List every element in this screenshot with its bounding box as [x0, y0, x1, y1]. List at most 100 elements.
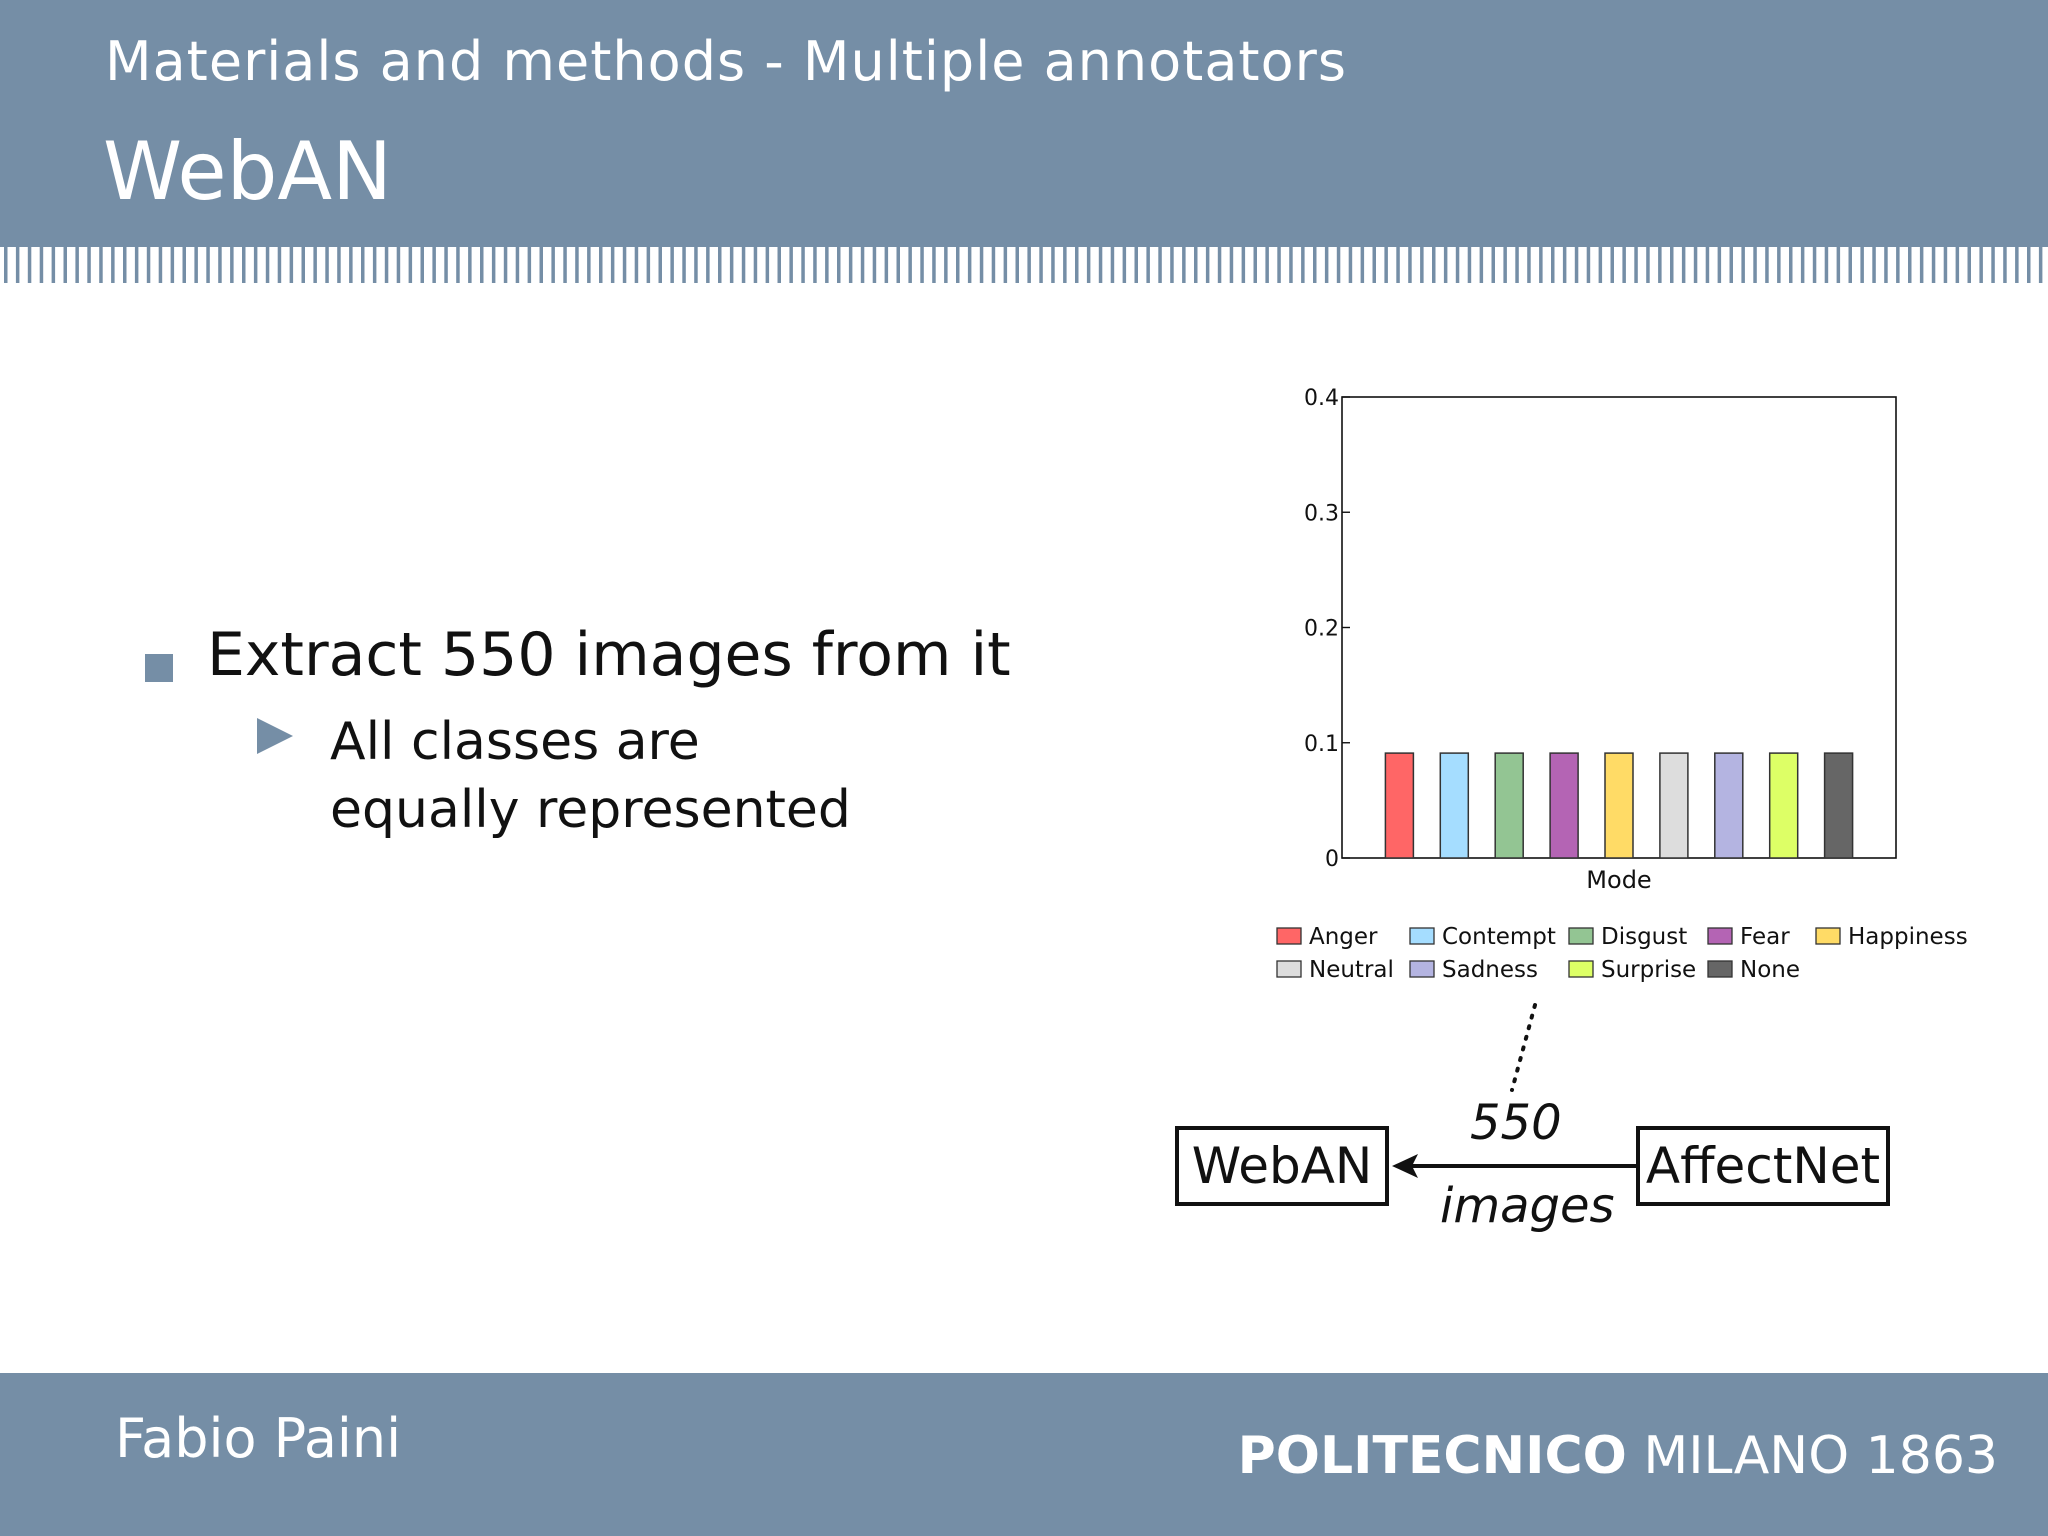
header-tick: [1634, 247, 1638, 283]
header-tick: [1824, 247, 1829, 283]
diagram-count-label: 550: [1470, 1095, 1562, 1151]
y-tick-label: 0: [1325, 847, 1339, 872]
header-tick: [27, 247, 32, 283]
header-tick: [420, 247, 424, 283]
header-tick: [1372, 247, 1376, 283]
header-tick: [1765, 247, 1769, 283]
header-tick: [1146, 247, 1150, 283]
header-tick: [1360, 247, 1365, 283]
header-tick: [1205, 247, 1210, 283]
header-tick: [658, 247, 662, 283]
header-tick: [670, 247, 674, 283]
section-title: Materials and methods - Multiple annotat…: [105, 30, 1347, 93]
header-tick: [1086, 247, 1091, 283]
legend-label: Neutral: [1309, 957, 1394, 983]
header-tick: [837, 247, 841, 283]
header-tick: [1455, 247, 1460, 283]
header-tick: [932, 247, 936, 283]
author-name: Fabio Paini: [115, 1407, 402, 1470]
header-tick: [1860, 247, 1864, 283]
header-tick: [944, 247, 948, 283]
header-tick: [1051, 247, 1055, 283]
header-tick: [1931, 247, 1936, 283]
header-tick: [301, 247, 305, 283]
header-tick: [39, 247, 44, 283]
legend-label: Sadness: [1442, 957, 1538, 983]
header-tick: [1348, 247, 1353, 283]
header-tick: [2038, 247, 2043, 283]
header-tick: [51, 247, 56, 283]
header-tick: [1610, 247, 1614, 283]
legend-swatch: [1707, 960, 1733, 978]
header-tick: [1753, 247, 1757, 283]
legend-swatch: [1568, 927, 1594, 945]
header-tick: [1063, 247, 1067, 283]
header-tick: [396, 247, 401, 283]
slide-title: WebAN: [103, 125, 392, 218]
header-tick: [1182, 247, 1186, 283]
header-tick: [1729, 247, 1733, 283]
diagram-arrow-head: [1392, 1154, 1418, 1178]
legend-label: Disgust: [1601, 924, 1687, 950]
header-tick: [1681, 247, 1686, 283]
diagram-node-affectnet: AffectNet: [1636, 1126, 1890, 1206]
header-tick: [75, 247, 79, 283]
header-tick: [599, 247, 603, 283]
bar: [1384, 752, 1415, 859]
connector-dotted-line: [1510, 1003, 1537, 1092]
header-tick: [1539, 247, 1543, 283]
legend-swatch: [1815, 927, 1841, 945]
header-tick: [1991, 247, 1995, 283]
institution-bold: POLITECNICO: [1237, 1426, 1627, 1486]
header-tick: [1979, 247, 1983, 283]
header-tick: [1800, 247, 1805, 283]
slide-footer: Fabio Paini POLITECNICO MILANO 1863: [0, 1373, 2048, 1536]
header-tick: [1075, 247, 1079, 283]
header-tick: [1420, 247, 1424, 283]
header-tick: [1194, 247, 1198, 283]
plot-frame: [1341, 396, 1897, 859]
header-tick: [1896, 247, 1900, 283]
header-tick: [753, 247, 758, 283]
slide-header: Materials and methods - Multiple annotat…: [0, 0, 2048, 247]
y-tick-label: 0.1: [1304, 732, 1339, 757]
header-tick: [1479, 247, 1484, 283]
header-tick: [182, 247, 186, 283]
legend-swatch: [1276, 960, 1302, 978]
header-tick: [1158, 247, 1162, 283]
header-tick: [242, 247, 246, 283]
header-tick: [1777, 247, 1781, 283]
header-tick: [349, 247, 353, 283]
header-tick: [956, 247, 960, 283]
header-tick: [1943, 247, 1948, 283]
header-tick: [1443, 247, 1448, 283]
header-tick: [277, 247, 282, 283]
header-tick: [777, 247, 781, 283]
header-tick: [503, 247, 508, 283]
legend-swatch: [1409, 960, 1435, 978]
header-tick: [813, 247, 817, 283]
legend-label: Surprise: [1601, 957, 1696, 983]
header-tick: [1503, 247, 1507, 283]
header-tick: [1301, 247, 1305, 283]
header-tick: [1039, 247, 1043, 283]
header-tick: [480, 247, 484, 283]
header-tick: [1562, 247, 1567, 283]
y-tick-label: 0.2: [1304, 617, 1339, 642]
header-tick: [1884, 247, 1888, 283]
header-tick: [539, 247, 543, 283]
bar: [1768, 752, 1799, 859]
header-tick: [706, 247, 710, 283]
header-tick: [1170, 247, 1174, 283]
header-tick: [1289, 247, 1293, 283]
header-tick: [741, 247, 746, 283]
header-tick: [1313, 247, 1317, 283]
header-tick: [15, 247, 20, 283]
header-tick: [4, 247, 8, 283]
header-tick: [979, 247, 984, 283]
header-tick: [1586, 247, 1591, 283]
header-tick: [1241, 247, 1246, 283]
legend-label: Anger: [1309, 924, 1378, 950]
header-tick: [718, 247, 722, 283]
bar: [1659, 752, 1689, 859]
